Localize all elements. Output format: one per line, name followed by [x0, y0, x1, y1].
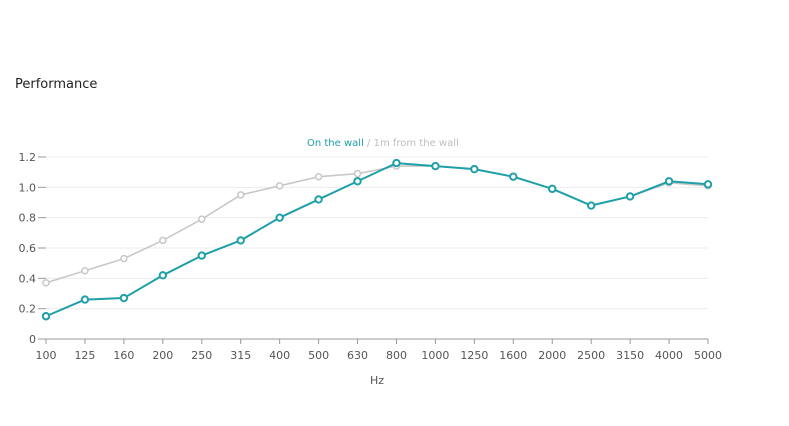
x-tick-label: 4000: [655, 349, 683, 362]
x-tick-label: 125: [74, 349, 95, 362]
data-point-1m-from-the-wall[interactable]: [314, 172, 323, 181]
x-axis-title: Hz: [370, 374, 384, 387]
y-tick-label: 0.8: [19, 212, 37, 225]
x-tick-label: 200: [152, 349, 173, 362]
x-tick-label: 3150: [616, 349, 644, 362]
data-point-on-the-wall[interactable]: [41, 312, 51, 321]
data-point-on-the-wall[interactable]: [509, 172, 518, 181]
legend-item-on-the-wall[interactable]: On the wall: [307, 138, 364, 149]
y-tick-label: 0: [29, 333, 36, 346]
y-tick-label: 1.0: [19, 181, 37, 194]
x-tick-label: 100: [36, 349, 57, 362]
x-tick-label: 5000: [694, 349, 722, 362]
data-point-1m-from-the-wall[interactable]: [120, 254, 128, 263]
data-point-1m-from-the-wall[interactable]: [353, 169, 362, 178]
x-tick-label: 160: [113, 349, 134, 362]
data-point-on-the-wall[interactable]: [314, 195, 323, 204]
legend-separator: /: [367, 138, 371, 149]
data-point-on-the-wall[interactable]: [158, 271, 168, 280]
data-point-on-the-wall[interactable]: [664, 177, 674, 186]
data-point-on-the-wall[interactable]: [703, 180, 713, 189]
data-point-1m-from-the-wall[interactable]: [159, 236, 167, 245]
data-point-1m-from-the-wall[interactable]: [42, 279, 50, 287]
data-point-on-the-wall[interactable]: [197, 251, 206, 260]
data-point-1m-from-the-wall[interactable]: [81, 267, 89, 275]
y-tick-label: 0.6: [19, 242, 37, 255]
data-point-1m-from-the-wall[interactable]: [198, 215, 206, 223]
data-point-on-the-wall[interactable]: [548, 184, 557, 194]
legend-item-1m-from-the-wall[interactable]: 1m from the wall: [373, 138, 459, 149]
data-point-on-the-wall[interactable]: [80, 295, 90, 304]
data-point-on-the-wall[interactable]: [470, 164, 479, 174]
data-point-on-the-wall[interactable]: [236, 236, 245, 245]
x-tick-label: 630: [347, 349, 368, 362]
x-tick-label: 400: [269, 349, 290, 362]
x-tick-label: 1600: [499, 349, 527, 362]
data-point-on-the-wall[interactable]: [353, 177, 362, 186]
data-point-on-the-wall[interactable]: [625, 192, 635, 201]
data-point-on-the-wall[interactable]: [392, 158, 401, 168]
x-tick-label: 800: [386, 349, 407, 362]
x-tick-label: 500: [308, 349, 329, 362]
x-tick-label: 2000: [538, 349, 566, 362]
data-point-1m-from-the-wall[interactable]: [236, 191, 245, 199]
series-line-1m-from-the-wall: [45, 165, 709, 284]
section-title: Performance: [15, 77, 98, 92]
data-point-on-the-wall[interactable]: [275, 213, 284, 222]
data-point-on-the-wall[interactable]: [119, 293, 129, 303]
data-point-on-the-wall[interactable]: [586, 201, 596, 210]
x-tick-label: 250: [191, 349, 212, 362]
x-tick-label: 2500: [577, 349, 605, 362]
x-tick-label: 315: [230, 349, 251, 362]
data-point-1m-from-the-wall[interactable]: [275, 182, 284, 190]
y-tick-label: 0.4: [19, 272, 37, 285]
y-tick-label: 1.2: [19, 151, 37, 164]
y-tick-label: 0.2: [19, 303, 37, 316]
x-tick-label: 1000: [421, 349, 449, 362]
chart-legend: On the wall / 1m from the wall: [307, 138, 459, 149]
series-line-on-the-wall: [45, 162, 709, 318]
x-tick-label: 1250: [460, 349, 488, 362]
data-point-on-the-wall[interactable]: [431, 161, 440, 171]
